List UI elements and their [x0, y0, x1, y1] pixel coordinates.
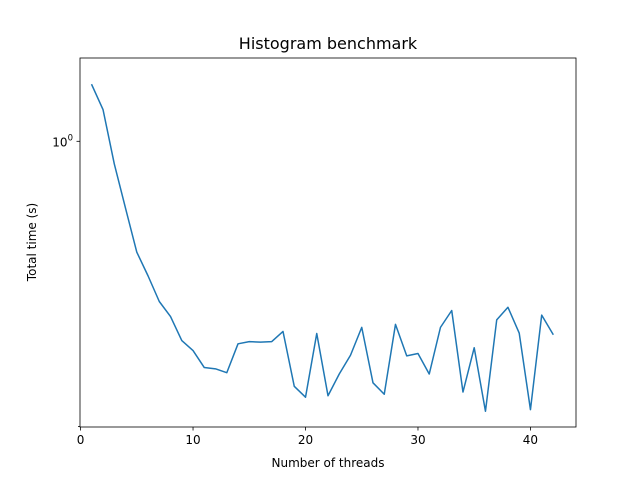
- series-line: [90, 83, 554, 413]
- y-axis-label: Total time (s): [25, 203, 39, 282]
- x-tick-label: 40: [523, 433, 538, 447]
- x-axis-label: Number of threads: [272, 456, 385, 470]
- axes-frame: [79, 57, 577, 428]
- x-axis: 0 10 20 30 40: [77, 427, 538, 447]
- y-tick-base: 10: [52, 135, 67, 149]
- x-tick-label: 30: [410, 433, 425, 447]
- x-tick-label: 10: [185, 433, 200, 447]
- x-tick-label: 0: [77, 433, 85, 447]
- y-axis: 100: [52, 133, 80, 427]
- chart-title: Histogram benchmark: [239, 34, 418, 53]
- plot-area: [79, 57, 577, 428]
- x-tick-label: 20: [298, 433, 313, 447]
- y-tick-label: 100: [52, 133, 73, 149]
- y-tick-exponent: 0: [68, 133, 73, 143]
